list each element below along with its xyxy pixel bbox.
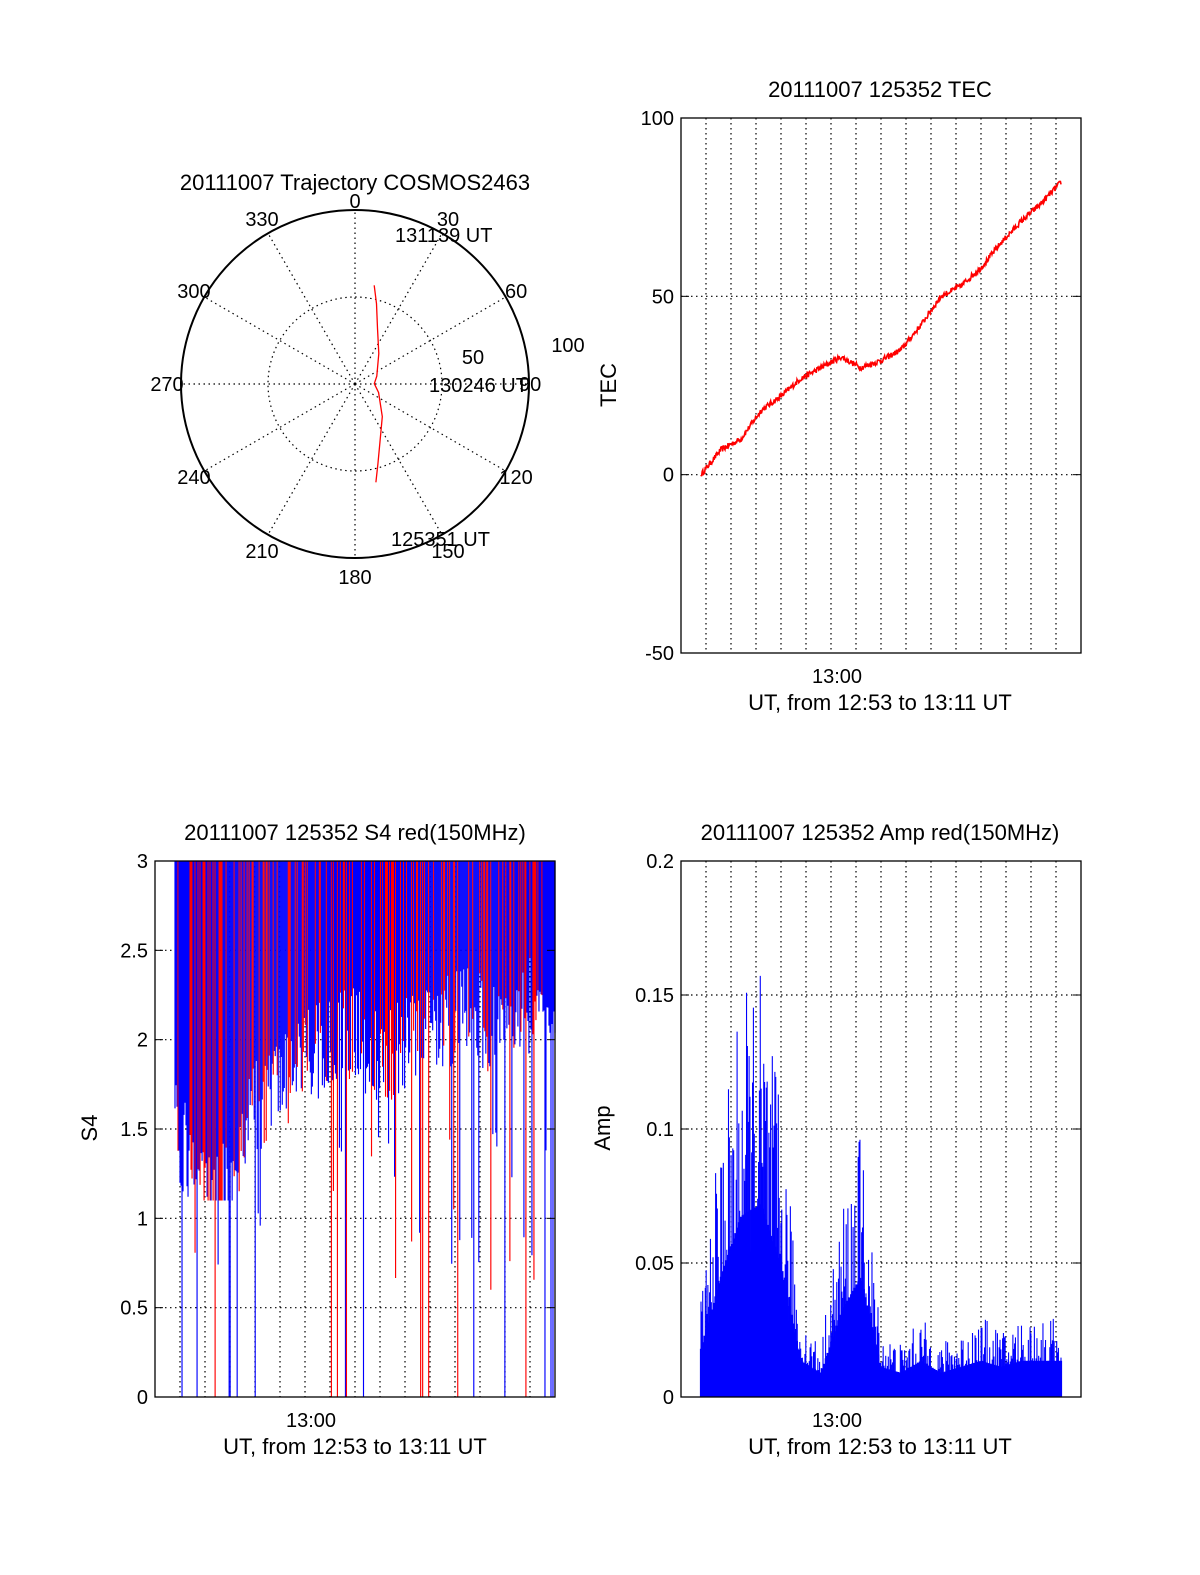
polar-grid-circle xyxy=(267,296,443,472)
s4-y-tick-label: 0.5 xyxy=(120,1298,148,1320)
tec-grid xyxy=(681,118,1081,653)
polar-grid-spoke xyxy=(204,383,356,472)
trajectory-mid-label: 130246 UT xyxy=(429,375,528,397)
amp-y-tick-label: 0.2 xyxy=(646,851,674,873)
polar-outer-circle xyxy=(180,209,530,559)
s4-y-tick-label: 3 xyxy=(137,851,148,873)
s4-y-ticks: 0 0.5 1 1.5 2 2.5 3 xyxy=(120,851,555,1409)
s4-title: 20111007 125352 S4 red(150MHz) xyxy=(184,820,526,845)
polar-angle-label: 180 xyxy=(338,567,371,589)
polar-angle-label: 30 xyxy=(437,209,459,231)
amp-y-tick-label: 0.1 xyxy=(646,1119,674,1141)
tec-title: 20111007 125352 TEC xyxy=(768,77,992,102)
polar-grid-spoke xyxy=(354,383,506,472)
tec-y-tick-label: 0 xyxy=(663,465,674,487)
polar-angle-label: 240 xyxy=(177,467,210,489)
polar-angle-label: 270 xyxy=(150,374,183,396)
amp-y-ticks: 0 0.05 0.1 0.15 0.2 xyxy=(635,851,1081,1409)
polar-angle-label: 330 xyxy=(245,209,278,231)
tec-series-line xyxy=(700,180,1062,477)
polar-grid-spoke xyxy=(354,233,443,385)
s4-y-tick-label: 1 xyxy=(137,1208,148,1230)
s4-y-tick-label: 0 xyxy=(137,1387,148,1409)
tec-y-tick-label: 50 xyxy=(652,286,674,308)
amp-y-tick-label: 0.15 xyxy=(635,985,674,1007)
tec-y-label: TEC xyxy=(596,363,621,407)
s4-y-tick-label: 1.5 xyxy=(120,1119,148,1141)
amp-panel: 20111007 125352 Amp red(150MHz) 0 0.05 0.1… xyxy=(590,820,1082,1459)
polar-radial-label: 50 xyxy=(462,347,484,369)
polar-angle-label: 120 xyxy=(499,467,532,489)
tec-x-tick-label: 13:00 xyxy=(812,666,862,688)
polar-angle-label: 90 xyxy=(519,374,541,396)
tec-plot-frame xyxy=(680,117,1082,654)
polar-grid-spoke xyxy=(204,296,356,385)
polar-grid-spoke xyxy=(354,383,443,535)
tec-y-tick-label: 100 xyxy=(641,108,674,130)
polar-angle-labels: 0 30 60 90 120 150 180 210 240 270 300 330 xyxy=(150,191,541,589)
polar-title: 20111007 Trajectory COSMOS2463 xyxy=(180,170,530,195)
tec-x-label: UT, from 12:53 to 13:11 UT xyxy=(748,690,1012,715)
polar-panel: 20111007 Trajectory COSMOS2463 0 30 60 90 12… xyxy=(150,170,584,589)
amp-y-label: Amp xyxy=(590,1105,615,1150)
polar-angle-label: 210 xyxy=(245,541,278,563)
polar-grid xyxy=(181,210,529,558)
trajectory-line xyxy=(373,285,383,483)
amp-grid xyxy=(681,861,1081,1397)
polar-grid-spoke xyxy=(267,383,356,535)
polar-angle-label: 0 xyxy=(349,191,360,213)
s4-y-tick-label: 2.5 xyxy=(120,940,148,962)
tec-y-tick-label: -50 xyxy=(645,643,674,665)
amp-y-tick-label: 0.05 xyxy=(635,1253,674,1275)
amp-y-tick-label: 0 xyxy=(663,1387,674,1409)
amp-x-tick-label: 13:00 xyxy=(812,1410,862,1432)
s4-spikes xyxy=(174,861,556,1397)
tec-y-ticks: -50 0 50 100 xyxy=(641,108,1081,665)
s4-y-label: S4 xyxy=(77,1115,102,1142)
polar-grid-spoke xyxy=(267,233,356,385)
s4-y-tick-label: 2 xyxy=(137,1030,148,1052)
amp-title: 20111007 125352 Amp red(150MHz) xyxy=(701,820,1060,845)
s4-panel: 20111007 125352 S4 red(150MHz) 0 0.5 1 1.5 2… xyxy=(77,820,556,1459)
s4-x-label: UT, from 12:53 to 13:11 UT xyxy=(223,1434,487,1459)
amp-spikes xyxy=(699,975,1063,1397)
amp-x-label: UT, from 12:53 to 13:11 UT xyxy=(748,1434,1012,1459)
trajectory-start-label: 131139 UT xyxy=(395,225,492,247)
polar-radial-label: 100 xyxy=(551,335,584,357)
polar-grid-spoke xyxy=(354,296,506,385)
polar-angle-label: 150 xyxy=(431,541,464,563)
polar-angle-label: 60 xyxy=(505,281,527,303)
s4-x-tick-label: 13:00 xyxy=(286,1410,336,1432)
trajectory-end-label: 125351 UT xyxy=(391,529,490,551)
polar-angle-label: 300 xyxy=(177,281,210,303)
